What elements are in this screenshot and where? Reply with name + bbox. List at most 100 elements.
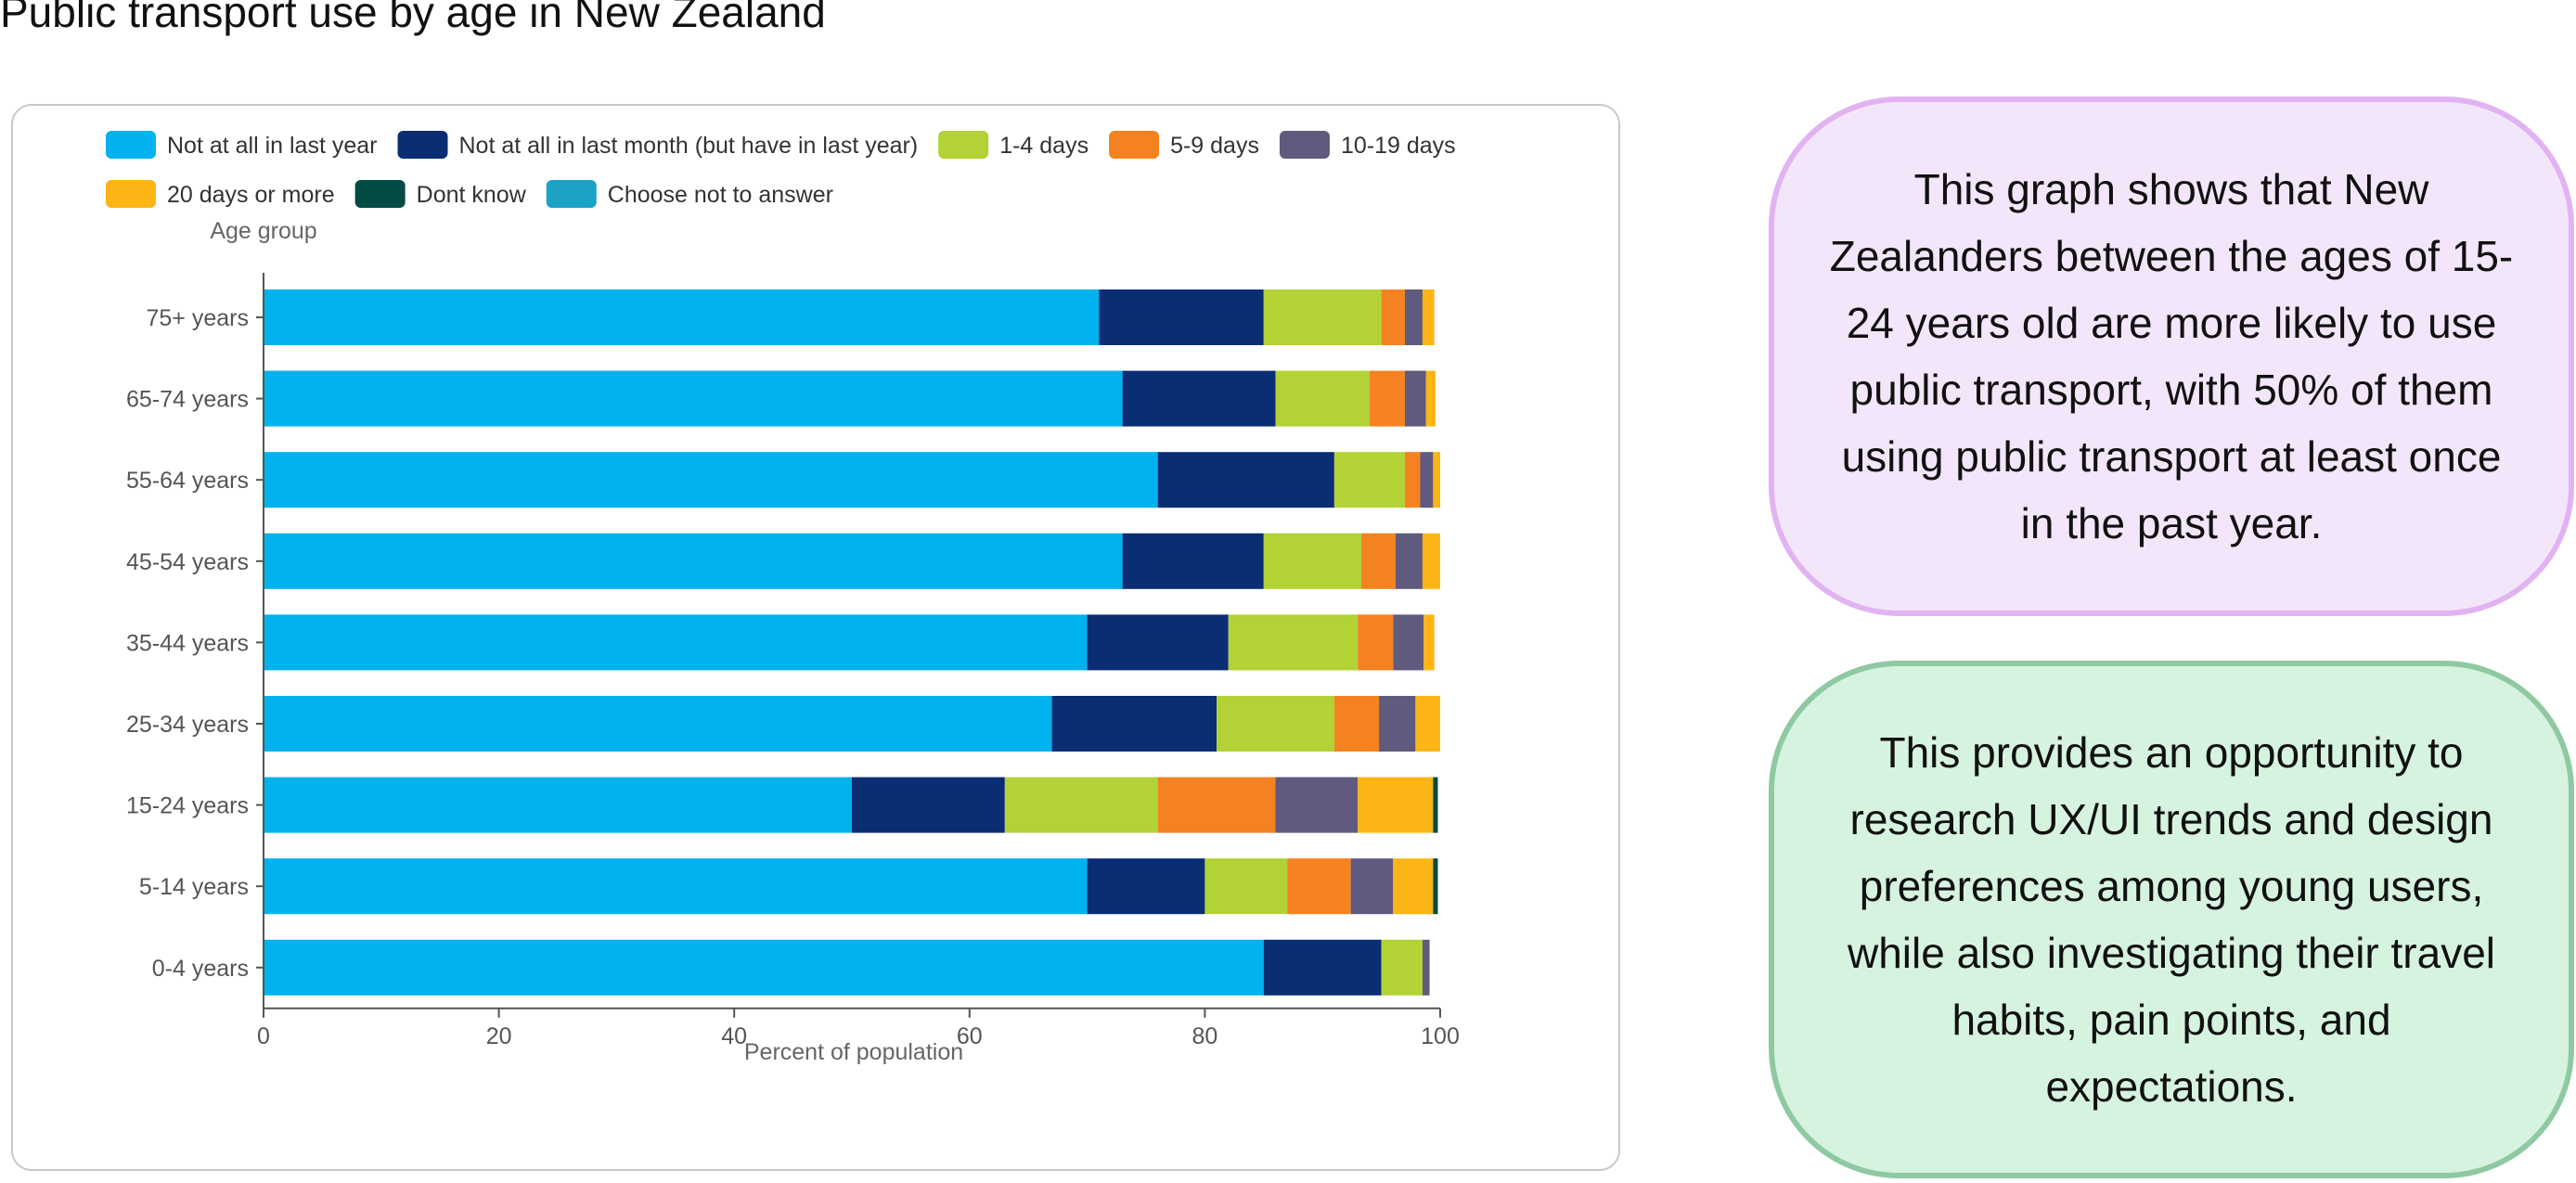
bar-segment-75-years-not-at-all-in-last-month-but-have-in-last-year[interactable] bbox=[1099, 289, 1264, 345]
x-tick-label-0: 0 bbox=[257, 1023, 270, 1049]
bar-segment-5-14-years-5-9-days[interactable] bbox=[1287, 858, 1351, 915]
bar-segment-5-14-years-20-days-or-more[interactable] bbox=[1393, 858, 1434, 915]
bar-segment-25-34-years-5-9-days[interactable] bbox=[1333, 696, 1380, 752]
legend-label-20-days-or-more: 20 days or more bbox=[167, 182, 335, 208]
legend-label-dont-know: Dont know bbox=[417, 182, 527, 208]
bar-segment-0-4-years-not-at-all-in-last-year[interactable] bbox=[264, 939, 1264, 996]
y-tick-label-5-14-years: 5-14 years bbox=[139, 874, 249, 900]
bar-segment-45-54-years-5-9-days[interactable] bbox=[1361, 533, 1396, 589]
x-axis-label: Percent of population bbox=[744, 1039, 963, 1065]
bar-segment-5-14-years-dont-know[interactable] bbox=[1433, 858, 1438, 915]
bar-segment-45-54-years-not-at-all-in-last-month-but-have-in-last-year[interactable] bbox=[1122, 533, 1264, 589]
bar-segment-15-24-years-not-at-all-in-last-month-but-have-in-last-year[interactable] bbox=[852, 777, 1005, 833]
bar-segment-55-64-years-20-days-or-more[interactable] bbox=[1433, 452, 1440, 508]
x-tick-label-20: 20 bbox=[486, 1023, 512, 1049]
bar-segment-15-24-years-dont-know[interactable] bbox=[1433, 777, 1438, 833]
bar-row-25-34-years bbox=[264, 696, 1440, 752]
bar-segment-0-4-years-not-at-all-in-last-month-but-have-in-last-year[interactable] bbox=[1263, 939, 1382, 996]
bar-segment-45-54-years-20-days-or-more[interactable] bbox=[1422, 533, 1440, 589]
legend-item-not-at-all-in-last-year[interactable]: Not at all in last year bbox=[106, 131, 378, 159]
bar-segment-25-34-years-1-4-days[interactable] bbox=[1217, 696, 1334, 752]
bar-segment-65-74-years-not-at-all-in-last-year[interactable] bbox=[264, 370, 1123, 427]
bar-segment-55-64-years-10-19-days[interactable] bbox=[1420, 452, 1434, 508]
legend-swatch-not-at-all-in-last-month-but-have-in-last-year bbox=[397, 131, 448, 159]
insight-note-purple-text: This graph shows that New Zealanders bet… bbox=[1829, 165, 2514, 547]
y-tick-label-15-24-years: 15-24 years bbox=[126, 793, 249, 819]
bar-row-15-24-years bbox=[264, 777, 1438, 833]
y-tick-label-25-34-years: 25-34 years bbox=[126, 712, 249, 738]
bar-segment-35-44-years-5-9-days[interactable] bbox=[1358, 614, 1394, 671]
y-tick-label-0-4-years: 0-4 years bbox=[152, 956, 249, 982]
bar-segment-25-34-years-20-days-or-more[interactable] bbox=[1415, 696, 1440, 752]
bar-segment-75-years-1-4-days[interactable] bbox=[1263, 289, 1382, 345]
bar-segment-0-4-years-10-19-days[interactable] bbox=[1422, 939, 1430, 996]
bar-segment-65-74-years-not-at-all-in-last-month-but-have-in-last-year[interactable] bbox=[1122, 370, 1276, 427]
bar-segment-25-34-years-not-at-all-in-last-year[interactable] bbox=[264, 696, 1052, 752]
bar-segment-35-44-years-1-4-days[interactable] bbox=[1228, 614, 1359, 671]
legend-swatch-choose-not-to-answer bbox=[546, 180, 597, 208]
bar-row-75-years bbox=[264, 289, 1435, 345]
bar-segment-45-54-years-10-19-days[interactable] bbox=[1395, 533, 1423, 589]
bar-segment-55-64-years-1-4-days[interactable] bbox=[1333, 452, 1405, 508]
legend-item-1-4-days[interactable]: 1-4 days bbox=[938, 131, 1088, 159]
bar-segment-55-64-years-not-at-all-in-last-year[interactable] bbox=[264, 452, 1158, 508]
bar-segment-35-44-years-20-days-or-more[interactable] bbox=[1423, 614, 1435, 671]
bar-segment-75-years-10-19-days[interactable] bbox=[1404, 289, 1423, 345]
legend-label-not-at-all-in-last-year: Not at all in last year bbox=[167, 133, 378, 159]
bar-segment-75-years-5-9-days[interactable] bbox=[1381, 289, 1405, 345]
bar-segment-75-years-not-at-all-in-last-year[interactable] bbox=[264, 289, 1100, 345]
bar-segment-65-74-years-20-days-or-more[interactable] bbox=[1425, 370, 1436, 427]
legend-swatch-20-days-or-more bbox=[106, 180, 156, 208]
bar-segment-35-44-years-not-at-all-in-last-month-but-have-in-last-year[interactable] bbox=[1087, 614, 1229, 671]
bar-segment-0-4-years-1-4-days[interactable] bbox=[1381, 939, 1423, 996]
y-tick-label-35-44-years: 35-44 years bbox=[126, 630, 249, 656]
legend-item-dont-know[interactable]: Dont know bbox=[354, 180, 527, 208]
x-tick-label-40: 40 bbox=[721, 1023, 747, 1049]
bar-segment-15-24-years-20-days-or-more[interactable] bbox=[1358, 777, 1434, 833]
bar-segment-25-34-years-10-19-days[interactable] bbox=[1379, 696, 1416, 752]
legend-item-choose-not-to-answer[interactable]: Choose not to answer bbox=[546, 180, 833, 208]
bar-segment-5-14-years-10-19-days[interactable] bbox=[1350, 858, 1394, 915]
bar-row-55-64-years bbox=[264, 452, 1440, 508]
x-tick-label-60: 60 bbox=[957, 1023, 983, 1049]
legend-swatch-dont-know bbox=[354, 180, 406, 208]
legend-item-5-9-days[interactable]: 5-9 days bbox=[1109, 131, 1259, 159]
bar-segment-45-54-years-1-4-days[interactable] bbox=[1263, 533, 1362, 589]
bar-segment-15-24-years-not-at-all-in-last-year[interactable] bbox=[264, 777, 852, 833]
bar-segment-5-14-years-not-at-all-in-last-month-but-have-in-last-year[interactable] bbox=[1087, 858, 1205, 915]
legend-item-20-days-or-more[interactable]: 20 days or more bbox=[106, 180, 335, 208]
insight-note-green-text: This provides an opportunity to research… bbox=[1847, 728, 2496, 1111]
y-tick-label-65-74-years: 65-74 years bbox=[126, 387, 249, 413]
page-title: Public transport use by age in New Zeala… bbox=[0, 0, 826, 36]
bar-segment-5-14-years-1-4-days[interactable] bbox=[1204, 858, 1288, 915]
chart-card: Not at all in last year Not at all in las… bbox=[11, 104, 1620, 1171]
bar-segment-15-24-years-1-4-days[interactable] bbox=[1004, 777, 1158, 833]
legend-label-5-9-days: 5-9 days bbox=[1170, 133, 1259, 159]
bar-segment-65-74-years-10-19-days[interactable] bbox=[1404, 370, 1426, 427]
legend-item-10-19-days[interactable]: 10-19 days bbox=[1279, 131, 1456, 159]
axes-group: 75+ years 65-74 years 55-64 years 45-54 yea… bbox=[126, 273, 1460, 1049]
legend-label-not-at-all-in-last-month-but-have-in-last-year: Not at all in last month (but have in la… bbox=[459, 133, 919, 159]
bar-segment-35-44-years-10-19-days[interactable] bbox=[1393, 614, 1424, 671]
y-tick-label-75-years: 75+ years bbox=[147, 305, 250, 331]
bars-group bbox=[264, 289, 1440, 996]
bar-segment-75-years-20-days-or-more[interactable] bbox=[1422, 289, 1435, 345]
bar-segment-55-64-years-not-at-all-in-last-month-but-have-in-last-year[interactable] bbox=[1157, 452, 1334, 508]
legend-label-choose-not-to-answer: Choose not to answer bbox=[608, 182, 833, 208]
bar-segment-45-54-years-not-at-all-in-last-year[interactable] bbox=[264, 533, 1123, 589]
legend-swatch-not-at-all-in-last-year bbox=[106, 131, 156, 159]
y-tick-label-55-64-years: 55-64 years bbox=[126, 468, 249, 494]
bar-segment-25-34-years-not-at-all-in-last-month-but-have-in-last-year[interactable] bbox=[1051, 696, 1217, 752]
bar-segment-55-64-years-5-9-days[interactable] bbox=[1404, 452, 1421, 508]
bar-segment-65-74-years-5-9-days[interactable] bbox=[1369, 370, 1405, 427]
x-tick-label-80: 80 bbox=[1191, 1023, 1217, 1049]
bar-segment-15-24-years-10-19-days[interactable] bbox=[1275, 777, 1359, 833]
bar-segment-35-44-years-not-at-all-in-last-year[interactable] bbox=[264, 614, 1088, 671]
y-axis-label: Age group bbox=[210, 218, 316, 244]
bar-segment-65-74-years-1-4-days[interactable] bbox=[1275, 370, 1370, 427]
bar-row-0-4-years bbox=[264, 939, 1430, 996]
bar-segment-15-24-years-5-9-days[interactable] bbox=[1157, 777, 1276, 833]
bar-row-45-54-years bbox=[264, 533, 1440, 589]
bar-segment-5-14-years-not-at-all-in-last-year[interactable] bbox=[264, 858, 1088, 915]
legend-item-not-at-all-in-last-month-but-have-in-last-year[interactable]: Not at all in last month (but have in la… bbox=[397, 131, 919, 159]
